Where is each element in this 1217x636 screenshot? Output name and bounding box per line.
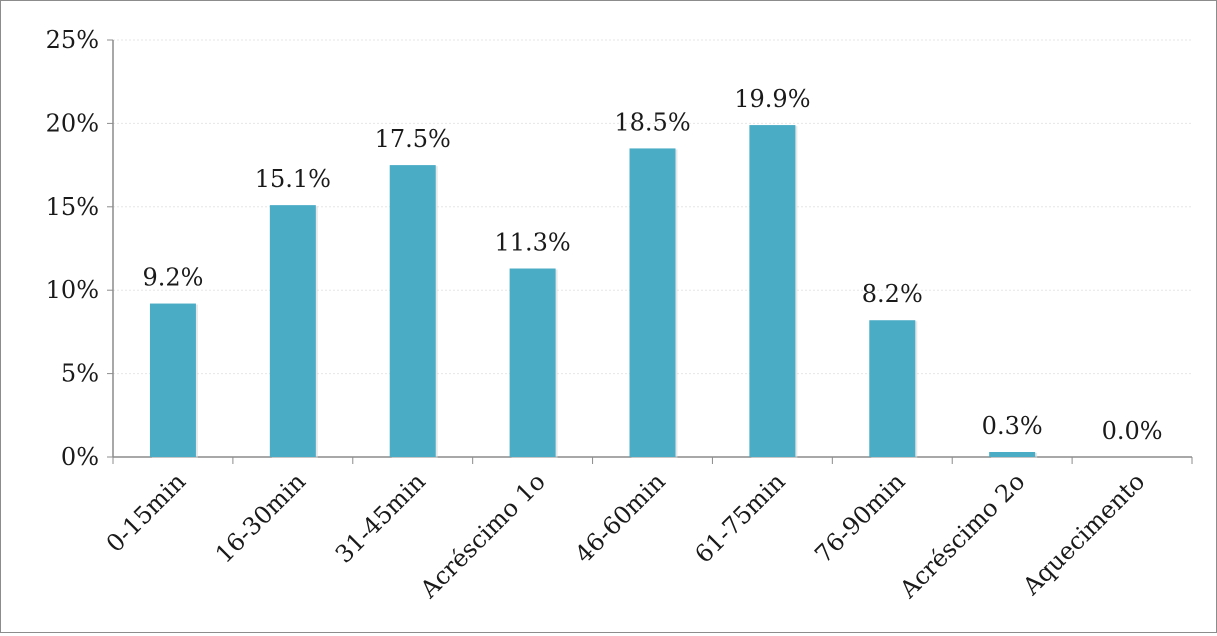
data-label: 11.3%: [494, 229, 570, 257]
data-label: 15.1%: [255, 165, 331, 193]
x-tick-label: Acréscimo 2o: [894, 467, 1031, 604]
data-label: 8.2%: [862, 280, 923, 308]
x-tick-label: Aquecimento: [1017, 467, 1151, 601]
bar-16-30min: [269, 205, 316, 457]
bar-Acréscimo 1o: [509, 268, 556, 457]
data-label: 17.5%: [375, 125, 451, 153]
data-label: 0.3%: [982, 412, 1043, 440]
bar-76-90min: [869, 320, 916, 457]
y-tick-label: 10%: [46, 276, 99, 304]
y-tick-label: 25%: [46, 26, 99, 54]
bar-46-60min: [629, 148, 676, 458]
bar-0-15min: [149, 303, 196, 457]
x-tick-label: 0-15min: [101, 467, 191, 557]
x-tick-label: 61-75min: [689, 467, 790, 568]
data-label: 18.5%: [614, 108, 690, 136]
data-label: 9.2%: [142, 264, 203, 292]
bar-61-75min: [749, 125, 796, 458]
bar-Acréscimo 2o: [989, 451, 1036, 457]
x-tick-label: 31-45min: [330, 467, 431, 568]
bars: [149, 125, 1038, 459]
bar-31-45min: [389, 165, 436, 457]
y-tick-labels: 0% 5% 10% 15% 20% 25%: [46, 26, 99, 471]
x-tick-label: 16-30min: [210, 467, 311, 568]
y-tick-label: 15%: [46, 193, 99, 221]
x-tick-label: 46-60min: [570, 467, 671, 568]
y-tick-label: 5%: [61, 360, 99, 388]
data-label: 0.0%: [1102, 417, 1163, 445]
y-tick-label: 0%: [61, 443, 99, 471]
y-tick-label: 20%: [46, 109, 99, 137]
x-tick-label: Acréscimo 1o: [414, 467, 551, 604]
x-tick-label: 76-90min: [809, 467, 910, 568]
data-label: 19.9%: [734, 85, 810, 113]
data-labels: 9.2% 15.1% 17.5% 11.3% 18.5% 19.9% 8.2% 0.3% 0.0…: [142, 85, 1162, 445]
